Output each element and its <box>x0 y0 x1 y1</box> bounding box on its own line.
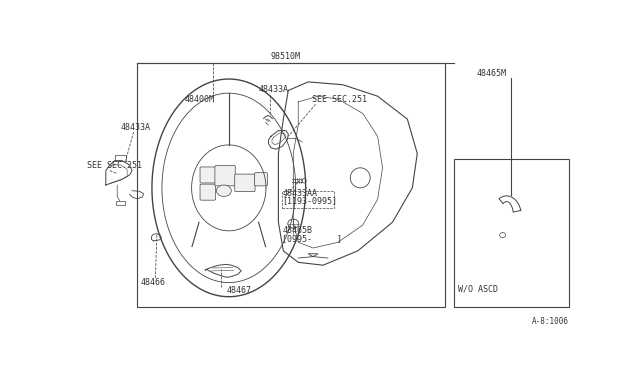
FancyBboxPatch shape <box>200 184 216 200</box>
Bar <box>137 63 445 307</box>
Text: A-8:1006: A-8:1006 <box>532 317 568 326</box>
Text: 48465M: 48465M <box>477 69 507 78</box>
Bar <box>282 191 335 208</box>
Text: 48465B: 48465B <box>282 226 312 235</box>
Text: W/O ASCD: W/O ASCD <box>458 284 498 293</box>
Text: SEE SEC.251: SEE SEC.251 <box>88 161 143 170</box>
Text: 48433A: 48433A <box>121 123 150 132</box>
Text: SEE SEC.251: SEE SEC.251 <box>312 95 367 104</box>
Text: 48467: 48467 <box>227 286 252 295</box>
FancyBboxPatch shape <box>200 167 216 183</box>
Bar <box>116 201 125 205</box>
Text: [0995-     ]: [0995- ] <box>282 234 342 243</box>
Text: 48433A: 48433A <box>259 86 289 94</box>
Ellipse shape <box>216 185 231 196</box>
FancyBboxPatch shape <box>255 173 268 186</box>
Text: 48400M: 48400M <box>184 95 214 104</box>
FancyBboxPatch shape <box>215 166 236 186</box>
Text: 98510M: 98510M <box>271 52 301 61</box>
Bar <box>454 159 568 307</box>
Bar <box>115 155 125 161</box>
FancyBboxPatch shape <box>235 174 255 192</box>
Text: [1193-0995]: [1193-0995] <box>282 196 337 205</box>
Text: 48433AA: 48433AA <box>282 189 317 198</box>
Text: 48466: 48466 <box>141 279 166 288</box>
